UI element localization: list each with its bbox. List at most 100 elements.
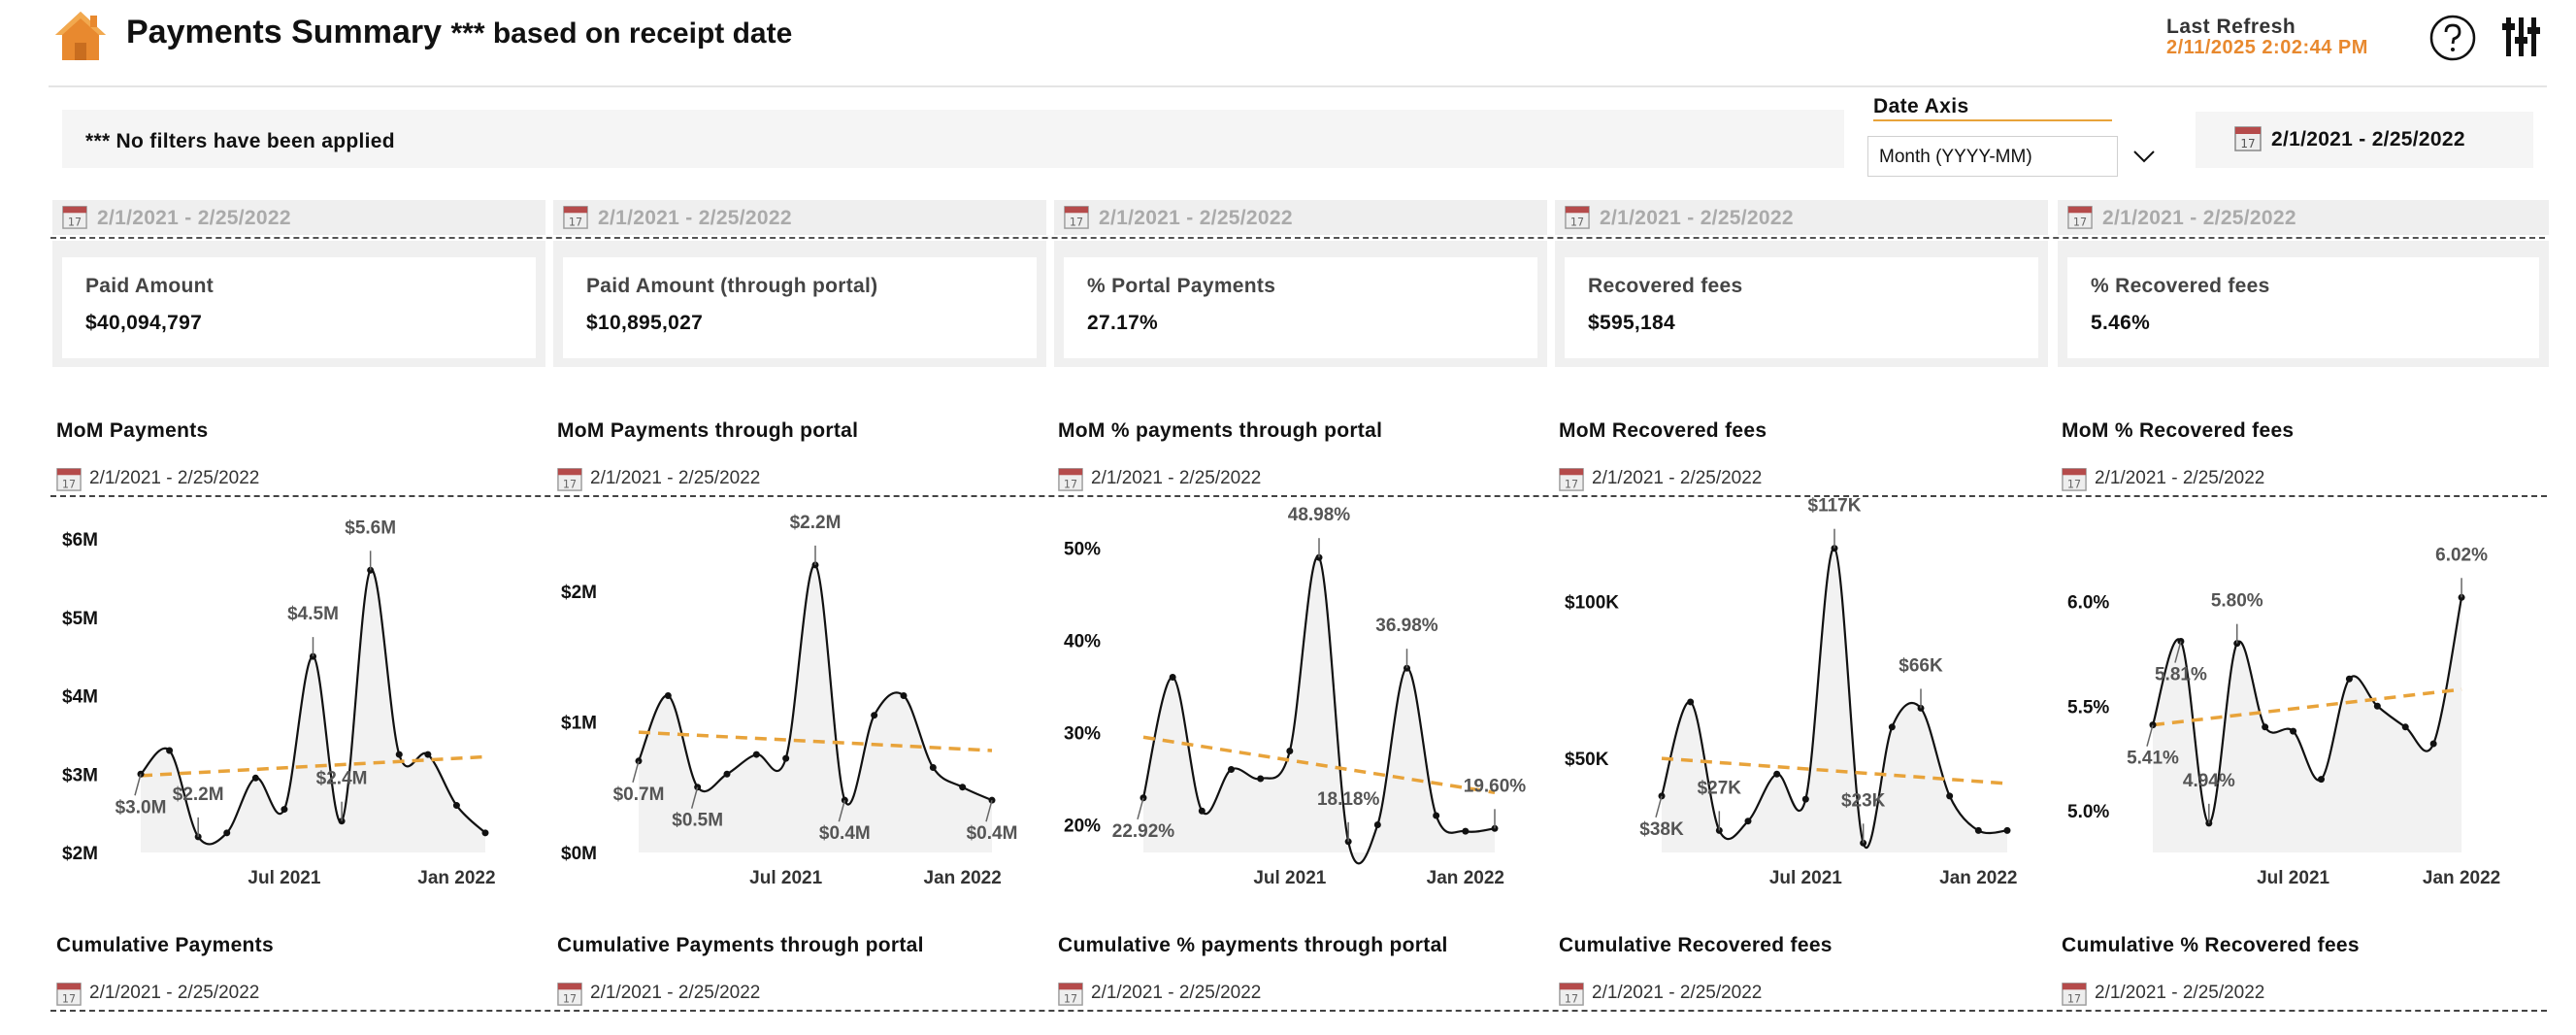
svg-text:17: 17 xyxy=(62,992,76,1005)
data-label: $2.2M xyxy=(173,785,224,805)
svg-text:17: 17 xyxy=(1570,216,1584,228)
data-point xyxy=(452,802,460,810)
trend-line xyxy=(2152,687,2462,727)
x-tick-label: Jul 2021 xyxy=(248,868,320,888)
calendar-icon: 17 xyxy=(1565,206,1590,229)
data-label-leader xyxy=(1655,795,1663,818)
chart-date-range: 2/1/2021 - 2/25/2022 xyxy=(1592,983,1763,1003)
kpi-value: $40,094,797 xyxy=(85,312,203,334)
data-point xyxy=(1344,838,1352,846)
data-point xyxy=(2318,776,2325,784)
chart-title: MoM Payments through portal xyxy=(557,419,859,442)
calendar-icon: 17 xyxy=(1559,983,1584,1006)
data-point xyxy=(1169,674,1176,681)
y-tick-label: $4M xyxy=(62,687,98,708)
date-axis-dropdown[interactable] xyxy=(1867,136,2118,177)
data-label: $66K xyxy=(1899,655,1943,676)
data-label-leader xyxy=(632,760,640,783)
calendar-icon: 17 xyxy=(1058,983,1083,1006)
data-label: $5.6M xyxy=(345,518,396,538)
mom-chart-5[interactable]: 5.0% 5.5% 6.0% Jul 2021 Jan 2022 5.41% 5.81% 4.… xyxy=(2052,515,2557,888)
data-label-leader xyxy=(1137,797,1144,819)
date-axis-selected-value[interactable]: Month (YYYY-MM) xyxy=(1879,147,2032,167)
page-title: Payments Summary *** based on receipt da… xyxy=(126,14,792,51)
kpi-label: Paid Amount (through portal) xyxy=(586,275,878,297)
mom-chart-3[interactable]: 20% 30% 40% 50% Jul 2021 Jan 2022 22.92% 48.98%… xyxy=(1048,505,1553,888)
data-label: $2.2M xyxy=(790,513,842,533)
mom-chart-1[interactable]: $2M $3M $4M $5M $6M Jul 2021 Jan 2022 $3.0M $2.2… xyxy=(47,515,551,888)
x-tick-label: Jan 2022 xyxy=(417,868,495,888)
data-point xyxy=(223,829,231,837)
y-tick-label: 50% xyxy=(1064,540,1101,560)
calendar-icon: 17 xyxy=(1064,206,1089,229)
y-tick-label: 6.0% xyxy=(2067,593,2109,614)
data-label: $117K xyxy=(1808,496,1862,517)
data-point xyxy=(2262,723,2269,731)
mom-chart-4[interactable]: $50K $100K Jul 2021 Jan 2022 $38K $27K $117K $2… xyxy=(1549,496,2054,888)
data-label: 5.80% xyxy=(2211,591,2263,612)
y-tick-label: 5.0% xyxy=(2067,802,2109,822)
chart-title: MoM % Recovered fees xyxy=(2062,419,2295,442)
series-line xyxy=(140,569,486,846)
y-tick-label: 20% xyxy=(1064,817,1101,837)
svg-text:17: 17 xyxy=(2067,478,2081,490)
header-divider xyxy=(49,85,2547,87)
x-tick-label: Jan 2022 xyxy=(924,868,1002,888)
kpi-card[interactable] xyxy=(2067,257,2539,358)
chevron-down-icon[interactable] xyxy=(2131,144,2157,167)
data-label: $2.4M xyxy=(316,769,368,789)
filter-settings-icon[interactable] xyxy=(2502,16,2541,58)
date-axis-label: Date Axis xyxy=(1873,95,1969,117)
kpi-card[interactable] xyxy=(1064,257,1537,358)
data-point xyxy=(395,751,403,758)
data-point xyxy=(959,784,967,791)
chart-date-range: 2/1/2021 - 2/25/2022 xyxy=(2095,983,2265,1003)
calendar-icon: 17 xyxy=(2062,983,2087,1006)
data-point xyxy=(1946,792,1954,800)
data-point xyxy=(664,692,672,699)
y-tick-label: $5M xyxy=(62,609,98,629)
kpi-header xyxy=(553,200,1046,235)
data-label: $4.5M xyxy=(287,604,339,624)
svg-text:17: 17 xyxy=(2067,992,2081,1005)
data-label: $3.0M xyxy=(116,797,167,818)
chart-date-range: 2/1/2021 - 2/25/2022 xyxy=(590,468,761,488)
date-range-filter-text[interactable]: 2/1/2021 - 2/25/2022 xyxy=(2271,128,2465,150)
data-point xyxy=(2429,740,2437,748)
mom-chart-2[interactable]: $0M $1M $2M Jul 2021 Jan 2022 $0.7M $0.5M $2.2M… xyxy=(547,513,1052,888)
data-point xyxy=(1462,827,1470,835)
data-label: 6.02% xyxy=(2435,545,2488,565)
chart-date-range: 2/1/2021 - 2/25/2022 xyxy=(2095,468,2265,488)
data-point xyxy=(811,561,819,569)
chart-date-range: 2/1/2021 - 2/25/2022 xyxy=(89,468,260,488)
svg-text:17: 17 xyxy=(1565,478,1578,490)
section-divider xyxy=(50,1010,2547,1012)
data-label: 36.98% xyxy=(1375,616,1438,636)
svg-text:17: 17 xyxy=(563,992,577,1005)
home-icon[interactable] xyxy=(53,10,108,62)
y-tick-label: $100K xyxy=(1565,593,1619,614)
x-tick-label: Jul 2021 xyxy=(2257,868,2329,888)
kpi-card[interactable] xyxy=(62,257,536,358)
date-axis-underline xyxy=(1873,119,2112,121)
data-point xyxy=(1286,748,1294,754)
kpi-card[interactable] xyxy=(1565,257,2038,358)
data-label: 48.98% xyxy=(1288,505,1351,525)
svg-text:17: 17 xyxy=(1064,478,1077,490)
y-tick-label: $1M xyxy=(561,713,597,733)
kpi-label: % Recovered fees xyxy=(2091,275,2270,297)
y-tick-label: $0M xyxy=(561,844,597,864)
help-icon[interactable] xyxy=(2428,14,2477,62)
kpi-header xyxy=(2058,200,2549,235)
calendar-icon: 17 xyxy=(557,468,582,491)
data-label: 5.41% xyxy=(2127,749,2179,769)
svg-text:17: 17 xyxy=(2240,137,2255,150)
svg-text:17: 17 xyxy=(1070,216,1083,228)
series-line xyxy=(1141,555,1496,865)
data-point xyxy=(166,747,174,754)
y-tick-label: $2M xyxy=(62,844,98,864)
data-point xyxy=(929,764,937,772)
kpi-card[interactable] xyxy=(563,257,1037,358)
data-point xyxy=(841,796,848,804)
series-area xyxy=(1143,556,1495,864)
